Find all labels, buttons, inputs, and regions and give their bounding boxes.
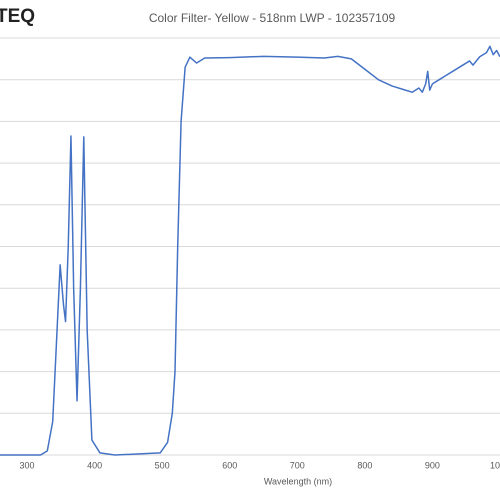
x-tick-label: 500 (155, 460, 170, 470)
series-line (0, 45, 500, 456)
logo: TEQ (0, 6, 35, 27)
x-tick-label: 600 (222, 460, 237, 470)
x-tick-label: 800 (357, 460, 372, 470)
x-tick-label: 1000 (490, 460, 500, 470)
x-tick-label: 700 (290, 460, 305, 470)
x-tick-label: 900 (425, 460, 440, 470)
x-axis-label: Wavelength (nm) (264, 476, 332, 486)
x-tick-label: 400 (87, 460, 102, 470)
chart-title: Color Filter- Yellow - 518nm LWP - 10235… (149, 11, 396, 25)
x-tick-label: 300 (20, 460, 35, 470)
